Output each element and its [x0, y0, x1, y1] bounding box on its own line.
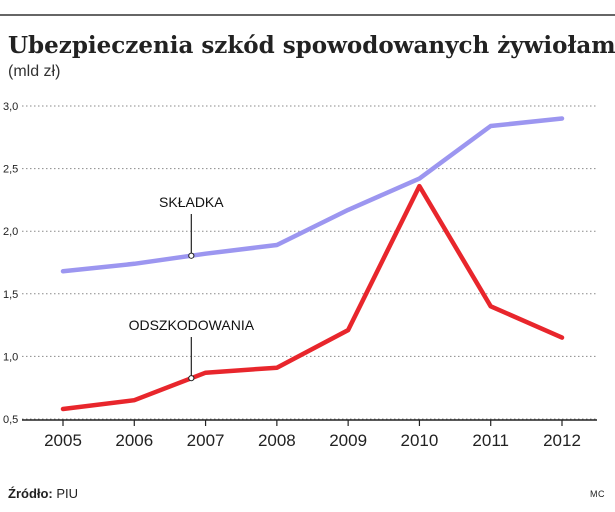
y-tick-label: 1,5	[3, 289, 18, 301]
odszkodowania-series-line	[60, 183, 565, 412]
x-tick-label: 2008	[258, 431, 296, 450]
x-tick-label: 2007	[187, 431, 225, 450]
credit-mark: MC	[590, 489, 605, 499]
skladka-series-line	[60, 116, 565, 274]
x-tick-label: 2012	[543, 431, 581, 450]
y-tick-label: 3,0	[3, 101, 18, 113]
y-tick-label: 1,0	[3, 351, 18, 363]
x-tick-label: 2011	[472, 431, 509, 450]
y-tick-label: 0,5	[3, 414, 18, 426]
x-tick-label: 2006	[115, 431, 153, 450]
odszkodowania-label: ODSZKODOWANIA	[129, 317, 255, 333]
y-tick-label: 2,0	[3, 226, 18, 238]
y-tick-label: 2,5	[3, 164, 18, 176]
x-tick-label: 2005	[44, 431, 82, 450]
source-value: PIU	[56, 486, 79, 501]
x-tick-label: 2010	[401, 431, 439, 450]
x-tick-label: 2009	[329, 431, 367, 450]
chart-subtitle: (mld zł)	[8, 63, 61, 80]
skladka-label: SKŁADKA	[159, 194, 224, 210]
source-note: Źródło: PIU	[8, 486, 78, 501]
callout-dot	[188, 375, 195, 382]
source-label: Źródło:	[8, 486, 53, 501]
top-rule	[0, 14, 615, 16]
callout-dot	[188, 252, 195, 259]
chart-title: Ubezpieczenia szkód spowodowanych żywioł…	[8, 32, 615, 59]
